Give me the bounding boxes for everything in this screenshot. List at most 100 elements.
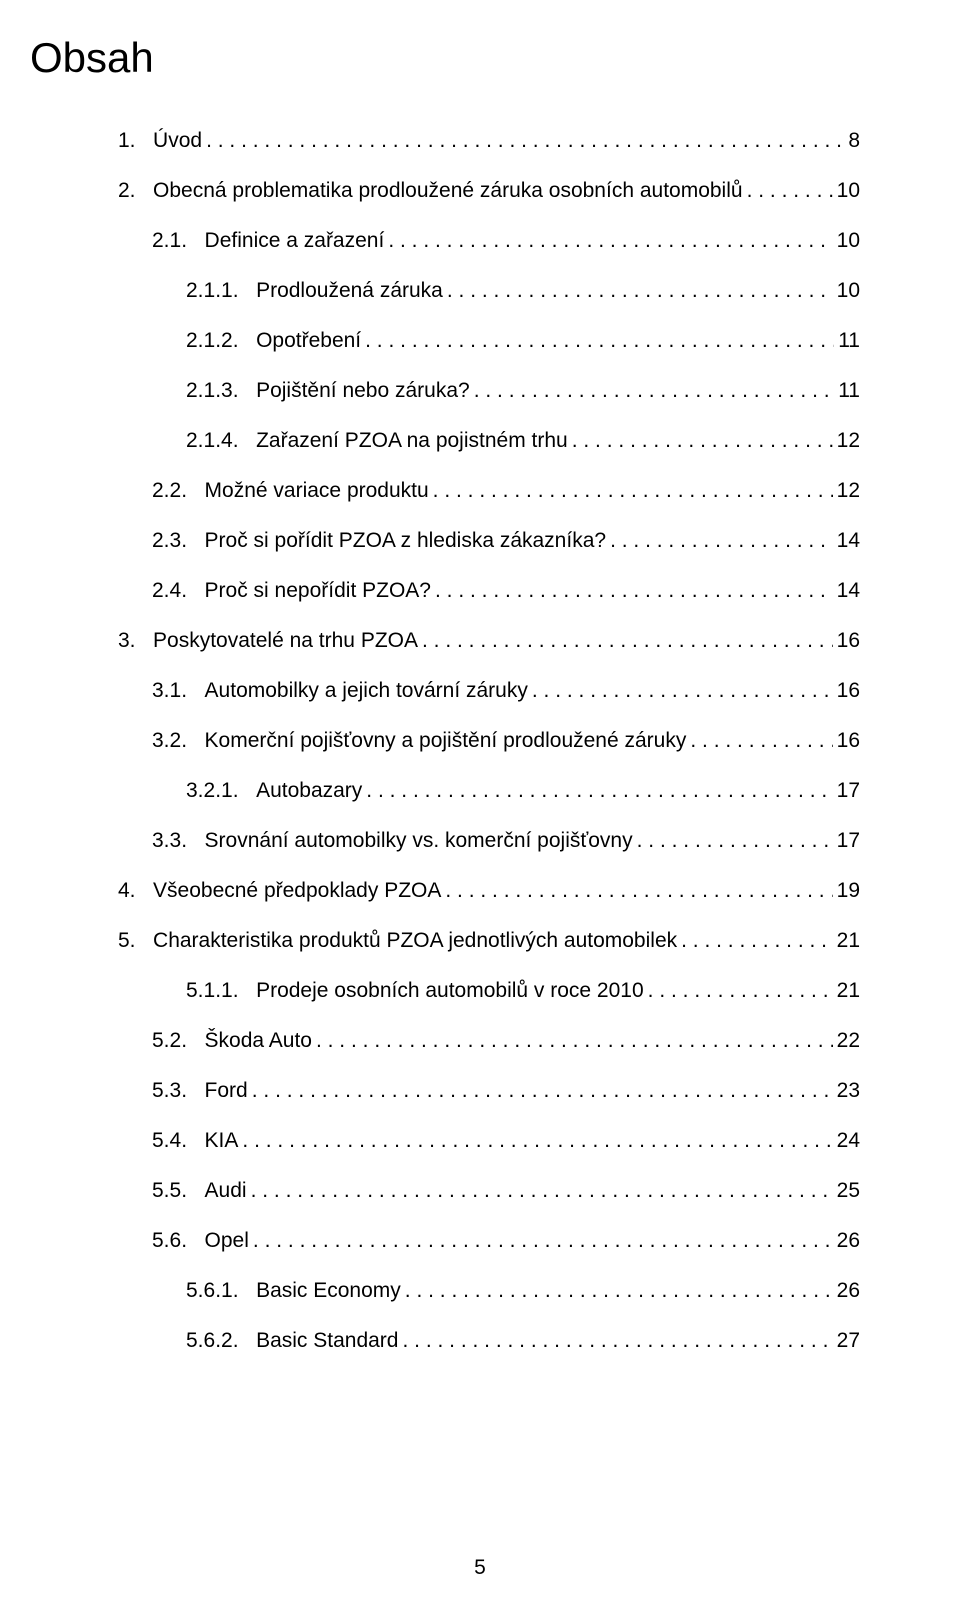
toc-entry-title: Poskytovatelé na trhu PZOA [153,629,418,652]
toc-entry-page: 11 [838,330,860,351]
toc-leader [474,380,834,401]
toc-entry-title: Prodeje osobních automobilů v roce 2010 [256,979,644,1002]
toc-entry-title: Obecná problematika prodloužené záruka o… [153,179,743,202]
toc-entry-page: 26 [837,1280,860,1301]
toc-leader [242,1130,832,1151]
toc-entry: 5.6.2. Basic Standard 27 [186,1330,860,1351]
toc-entry: 3.2.1. Autobazary 17 [186,780,860,801]
toc-entry-title: Opotřebení [256,329,361,352]
document-page: Obsah 1. Úvod 8 2. Obecná problematika pr… [0,0,960,1620]
toc-entry: 2.1.2. Opotřebení 11 [186,330,860,351]
toc-entry-title: Automobilky a jejich tovární záruky [205,679,528,702]
toc-entry-number: 2.3. [152,529,187,552]
toc-entry-page: 14 [837,530,860,551]
toc-entry-page: 8 [848,130,860,151]
toc-leader [447,280,833,301]
toc-entry-title: Basic Economy [256,1279,401,1302]
toc-entry-page: 19 [837,880,860,901]
toc-entry-title: Proč si nepořídit PZOA? [205,579,431,602]
toc-entry-number: 5.4. [152,1129,187,1152]
toc-entry-page: 21 [837,980,860,1001]
toc-entry-label: 2.1.1. Prodloužená záruka [186,280,443,301]
toc-entry-label: 5.4. KIA [152,1130,238,1151]
toc-leader [747,180,833,201]
toc-entry-page: 24 [837,1130,860,1151]
toc-entry-page: 23 [837,1080,860,1101]
toc-leader [402,1330,832,1351]
toc-entry-label: 2.1. Definice a zařazení [152,230,384,251]
toc-entry-page: 16 [837,680,860,701]
toc-entry-label: 5.6.1. Basic Economy [186,1280,401,1301]
toc-entry-label: 2.4. Proč si nepořídit PZOA? [152,580,431,601]
toc-entry-title: Všeobecné předpoklady PZOA [153,879,441,902]
toc-entry-label: 5.5. Audi [152,1180,247,1201]
toc-leader [435,580,833,601]
toc-entry: 2.2. Možné variace produktu 12 [152,480,860,501]
page-number: 5 [0,1556,960,1580]
toc-entry: 5.4. KIA 24 [152,1130,860,1151]
toc-entry: 5.6.1. Basic Economy 26 [186,1280,860,1301]
toc-heading: Obsah [30,34,860,82]
toc-entry: 2.1.3. Pojištění nebo záruka? 11 [186,380,860,401]
toc-entry-number: 2.1.1. [186,279,239,302]
toc-entry-number: 5.1.1. [186,979,239,1002]
toc-leader [532,680,833,701]
toc-entry-title: Škoda Auto [205,1029,312,1052]
toc-entry-label: 1. Úvod [118,130,202,151]
toc-entry-label: 5.3. Ford [152,1080,248,1101]
toc-entry-number: 4. [118,879,136,902]
toc-leader [251,1180,833,1201]
toc-entry-title: Ford [205,1079,248,1102]
toc-entry-label: 5.6.2. Basic Standard [186,1330,398,1351]
toc-entry-title: Srovnání automobilky vs. komerční pojišť… [205,829,633,852]
toc-leader [388,230,832,251]
toc-entry-title: Basic Standard [256,1329,398,1352]
toc-entry-number: 2.4. [152,579,187,602]
toc-entry-title: Zařazení PZOA na pojistném trhu [256,429,568,452]
toc-entry-page: 11 [838,380,860,401]
toc-leader [690,730,832,751]
toc-entry-number: 2.1.3. [186,379,239,402]
toc-leader [572,430,833,451]
toc-entry: 5.5. Audi 25 [152,1180,860,1201]
toc-entry-number: 5.2. [152,1029,187,1052]
toc-entry-title: Autobazary [256,779,362,802]
toc-entry-page: 27 [837,1330,860,1351]
toc-entry-page: 17 [837,780,860,801]
toc-entry-number: 2.1.2. [186,329,239,352]
toc-entry-page: 26 [837,1230,860,1251]
toc-entry-page: 10 [837,280,860,301]
toc-entry-number: 3.2.1. [186,779,239,802]
toc-entry-number: 5.6.1. [186,1279,239,1302]
toc-entry-label: 3.2.1. Autobazary [186,780,362,801]
toc-entry: 5.6. Opel 26 [152,1230,860,1251]
toc-entry: 3. Poskytovatelé na trhu PZOA 16 [118,630,860,651]
toc-entry-label: 2.1.4. Zařazení PZOA na pojistném trhu [186,430,568,451]
toc-entry: 3.2. Komerční pojišťovny a pojištění pro… [152,730,860,751]
toc-entry-number: 2.1. [152,229,187,252]
toc-leader [637,830,833,851]
toc-entry-title: Prodloužená záruka [256,279,443,302]
toc-entry-number: 5.6. [152,1229,187,1252]
toc-entry: 2. Obecná problematika prodloužené záruk… [118,180,860,201]
toc-leader [316,1030,833,1051]
toc-entry-label: 2.3. Proč si pořídit PZOA z hlediska zák… [152,530,606,551]
toc-entry-number: 5. [118,929,136,952]
toc-entry: 5. Charakteristika produktů PZOA jednotl… [118,930,860,951]
toc-entry: 3.1. Automobilky a jejich tovární záruky… [152,680,860,701]
toc-entry-label: 3.1. Automobilky a jejich tovární záruky [152,680,528,701]
toc-entry-number: 2.2. [152,479,187,502]
toc-entry-title: Charakteristika produktů PZOA jednotlivý… [153,929,677,952]
toc-leader [253,1230,833,1251]
toc-entry-number: 5.3. [152,1079,187,1102]
toc-entry-number: 3.1. [152,679,187,702]
toc-entry: 2.1.4. Zařazení PZOA na pojistném trhu 1… [186,430,860,451]
toc-leader [405,1280,833,1301]
toc-entry-title: Opel [205,1229,249,1252]
toc-entry-page: 12 [837,480,860,501]
toc-entry-number: 2. [118,179,136,202]
toc-entry: 2.3. Proč si pořídit PZOA z hlediska zák… [152,530,860,551]
toc-entry-label: 5.2. Škoda Auto [152,1030,312,1051]
toc-leader [648,980,833,1001]
toc-entry-title: Možné variace produktu [205,479,429,502]
